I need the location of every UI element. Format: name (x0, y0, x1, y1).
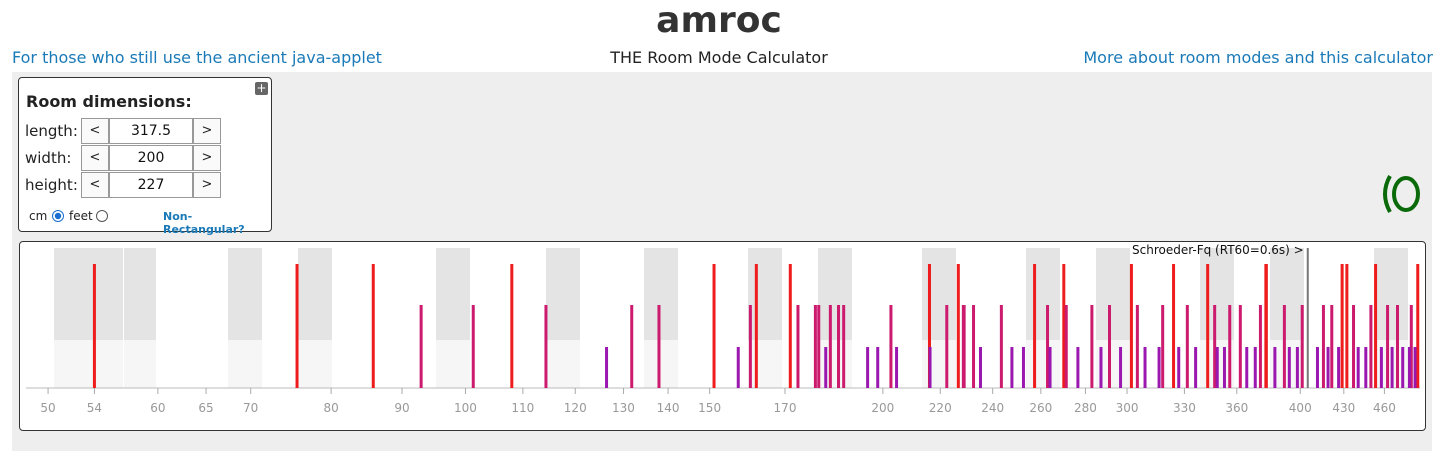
x-tick-label: 360 (1225, 401, 1248, 415)
x-tick-label: 300 (1116, 401, 1139, 415)
x-tick-label: 50 (40, 401, 55, 415)
field-label: length: (25, 122, 78, 140)
band (436, 248, 470, 340)
field-label: height: (25, 176, 78, 194)
band-lower (818, 340, 852, 388)
field-label: width: (25, 149, 72, 167)
logo (1383, 175, 1420, 213)
unit-feet: feet (69, 209, 93, 223)
x-tick-label: 220 (929, 401, 952, 415)
subtitle: THE Room Mode Calculator (610, 48, 828, 67)
unit-cm: cm (29, 209, 48, 223)
x-tick-label: 110 (511, 401, 534, 415)
dimension-input[interactable]: 227 (109, 172, 193, 198)
x-tick-label: 280 (1074, 401, 1097, 415)
band (1026, 248, 1060, 340)
room-title: Room dimensions: (26, 92, 192, 111)
schroeder-label: Schroeder-Fq (RT60=0.6s) > (1132, 243, 1304, 257)
band (546, 248, 580, 340)
band (298, 248, 332, 340)
x-tick-label: 54 (87, 401, 102, 415)
increase-button[interactable]: > (193, 118, 221, 144)
decrease-button[interactable]: < (81, 172, 109, 198)
decrease-button[interactable]: < (81, 118, 109, 144)
increase-button[interactable]: > (193, 172, 221, 198)
app-title: amroc (656, 0, 782, 41)
band (922, 248, 956, 340)
x-tick-label: 400 (1289, 401, 1312, 415)
x-tick-label: 70 (243, 401, 258, 415)
band-lower (54, 340, 123, 388)
non-rect-link[interactable]: Non-Rectangular? (163, 210, 245, 236)
x-tick-label: 80 (323, 401, 338, 415)
x-tick-label: 130 (612, 401, 635, 415)
band-lower (644, 340, 678, 388)
band-lower (124, 340, 156, 388)
x-tick-label: 90 (394, 401, 409, 415)
band (124, 248, 156, 340)
x-tick-label: 200 (871, 401, 894, 415)
band-lower (298, 340, 332, 388)
band (1374, 248, 1408, 340)
x-tick-label: 240 (981, 401, 1004, 415)
radio-feet[interactable] (95, 209, 109, 223)
band (818, 248, 852, 340)
band (748, 248, 782, 340)
x-tick-label: 60 (150, 401, 165, 415)
band-lower (228, 340, 262, 388)
band (54, 248, 123, 340)
x-tick-label: 460 (1373, 401, 1396, 415)
increase-button[interactable]: > (193, 145, 221, 171)
x-tick-label: 140 (657, 401, 680, 415)
band-lower (546, 340, 580, 388)
dimension-input[interactable]: 317.5 (109, 118, 193, 144)
band-lower (1026, 340, 1060, 388)
band (644, 248, 678, 340)
x-tick-label: 65 (198, 401, 213, 415)
band (1096, 248, 1130, 340)
x-tick-label: 120 (564, 401, 587, 415)
decrease-button[interactable]: < (81, 145, 109, 171)
band-lower (922, 340, 956, 388)
x-tick-label: 150 (698, 401, 721, 415)
x-tick-label: 430 (1332, 401, 1355, 415)
x-tick-label: 260 (1029, 401, 1052, 415)
band (1270, 248, 1304, 340)
applet-link[interactable]: For those who still use the ancient java… (12, 48, 382, 67)
radio-cm[interactable] (51, 209, 65, 223)
about-link[interactable]: More about room modes and this calculato… (1083, 48, 1433, 67)
x-tick-label: 330 (1173, 401, 1196, 415)
x-tick-label: 170 (774, 401, 797, 415)
room-dimensions: Room dimensions: + length: <317.5 > width: <… (18, 77, 272, 236)
band-lower (748, 340, 782, 388)
dimension-input[interactable]: 200 (109, 145, 193, 171)
x-tick-label: 100 (454, 401, 477, 415)
expand-button[interactable]: + (255, 81, 268, 95)
band (228, 248, 262, 340)
band-lower (436, 340, 470, 388)
